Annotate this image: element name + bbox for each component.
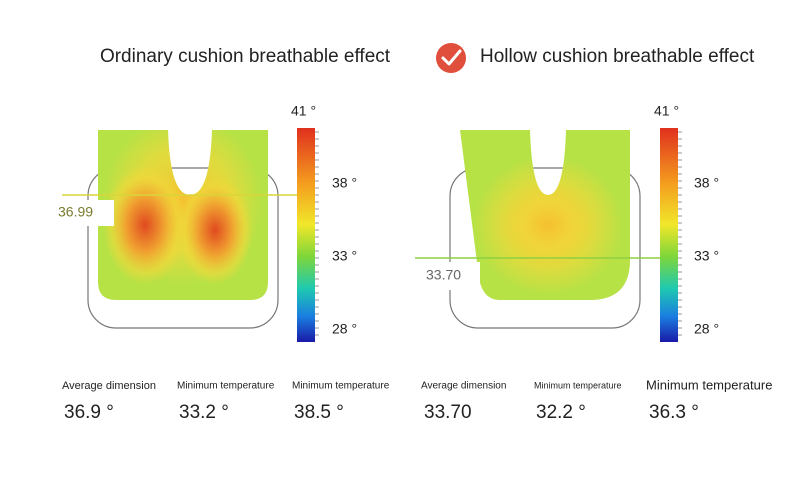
panel-title: Hollow cushion breathable effect [480,46,755,67]
stat-label: Minimum temperature [646,377,772,392]
cushion-outline [87,167,279,329]
scale-label: 38 ° [694,175,719,191]
scale-label: 33 ° [332,248,357,264]
stat-value: 36.3 ° [649,402,699,423]
stat-value: 32.2 ° [536,402,586,423]
scale-label: 28 ° [332,321,357,337]
color-scale [660,128,678,342]
stat-label: Minimum temperature [534,380,622,390]
heatmap [98,130,268,300]
color-scale [297,128,315,342]
marker-box [418,262,480,290]
stat-value: 38.5 ° [294,402,344,423]
cushion-outline [449,167,641,329]
marker-box [52,200,114,226]
stat-label: Minimum temperature [177,381,275,392]
scale-label: 38 ° [332,175,357,191]
scale-label: 41 ° [291,103,316,119]
stat-value: 36.9 ° [64,402,114,423]
heatmap [460,130,630,300]
scale-label: 33 ° [694,248,719,264]
scale-label: 41 ° [654,103,679,119]
scale-label: 28 ° [694,321,719,337]
check-icon [436,43,466,73]
stat-label: Minimum temperature [292,381,390,392]
stat-label: Average dimension [421,381,506,392]
marker-label: 36.99 [58,204,93,220]
stat-label: Average dimension [62,380,156,392]
marker-label: 33.70 [426,267,461,283]
stat-value: 33.70 [424,402,472,423]
check-mark [441,49,462,66]
stat-value: 33.2 ° [179,402,229,423]
panel-title: Ordinary cushion breathable effect [100,46,391,67]
